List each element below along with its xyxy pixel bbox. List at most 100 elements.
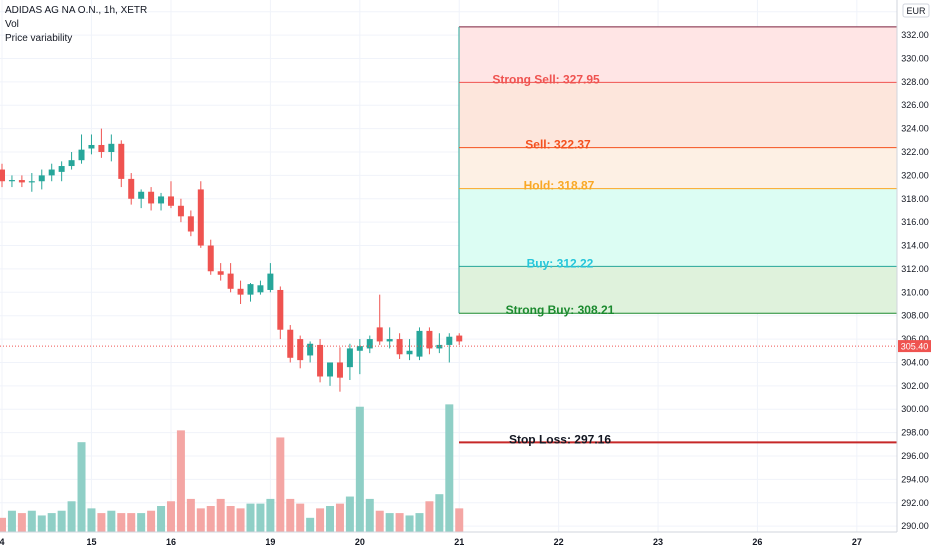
volume-bar (37, 515, 46, 532)
candle-body[interactable] (267, 273, 274, 290)
volume-bar (286, 498, 295, 532)
level-label-strong-sell: Strong Sell: 327.95 (492, 72, 600, 86)
volume-bar (67, 501, 76, 532)
time-axis-bg (0, 532, 897, 550)
candle-body[interactable] (307, 343, 314, 356)
candle-body[interactable] (247, 284, 254, 295)
volume-bar (216, 498, 225, 532)
time-tick-label: 22 (554, 537, 564, 547)
symbol-title: ADIDAS AG NA O.N., 1h, XETR (5, 5, 148, 16)
price-tick-label: 330.00 (901, 53, 929, 63)
price-tick-label: 302.00 (901, 381, 929, 391)
candle-body[interactable] (158, 196, 165, 204)
time-tick-label: 27 (852, 537, 862, 547)
candle-body[interactable] (78, 149, 85, 161)
candle-body[interactable] (297, 339, 304, 361)
candle-body[interactable] (138, 191, 145, 199)
price-tick-label: 332.00 (901, 30, 929, 40)
price-tick-label: 316.00 (901, 217, 929, 227)
candle-body[interactable] (207, 245, 214, 272)
candle-body[interactable] (98, 144, 105, 152)
volume-bar (435, 494, 444, 532)
candle-body[interactable] (356, 346, 363, 351)
candle-body[interactable] (38, 175, 45, 182)
candle-body[interactable] (237, 288, 244, 295)
candle-body[interactable] (416, 330, 423, 357)
candle-body[interactable] (28, 181, 35, 183)
candle-body[interactable] (0, 169, 5, 182)
volume-bar (445, 404, 454, 532)
candle-body[interactable] (128, 178, 135, 199)
volume-bar (47, 513, 56, 532)
candle-body[interactable] (217, 271, 224, 275)
candle-body[interactable] (317, 344, 324, 377)
candle-body[interactable] (118, 143, 125, 179)
candle-body[interactable] (446, 336, 453, 345)
volume-bar (27, 510, 36, 532)
candle-body[interactable] (327, 362, 334, 377)
candle-body[interactable] (277, 289, 284, 330)
price-tick-label: 298.00 (901, 428, 929, 438)
candle-body[interactable] (456, 335, 463, 342)
price-tick-label: 312.00 (901, 264, 929, 274)
candle-body[interactable] (58, 166, 65, 172)
candle-body[interactable] (148, 191, 155, 204)
price-tick-label: 308.00 (901, 311, 929, 321)
volume-bar (316, 508, 325, 532)
currency-label[interactable]: EUR (906, 6, 926, 16)
volume-bar (335, 503, 344, 532)
candle-body[interactable] (68, 160, 75, 167)
candle-body[interactable] (386, 339, 393, 342)
volume-bar (455, 508, 464, 532)
candle-body[interactable] (376, 327, 383, 342)
candle-body[interactable] (177, 205, 184, 217)
volume-bar (57, 510, 66, 532)
current-price-tag (898, 340, 931, 353)
price-tick-label: 320.00 (901, 170, 929, 180)
volume-bar (186, 498, 195, 532)
volume-bar (226, 506, 235, 532)
candle-body[interactable] (346, 348, 353, 368)
price-tick-label: 304.00 (901, 357, 929, 367)
price-tick-label: 306.00 (901, 334, 929, 344)
volume-bar (355, 406, 364, 532)
candle-body[interactable] (187, 216, 194, 232)
candle-body[interactable] (336, 362, 343, 378)
candle-body[interactable] (287, 329, 294, 358)
volume-bar (137, 513, 146, 532)
candle-body[interactable] (167, 196, 174, 206)
level-label-buy: Buy: 312.22 (527, 256, 594, 270)
candle-body[interactable] (18, 180, 25, 183)
indicator-label: Price variability (5, 33, 73, 44)
price-tick-label: 292.00 (901, 498, 929, 508)
signal-zone (459, 82, 897, 148)
volume-bar (77, 442, 86, 532)
candle-body[interactable] (8, 180, 15, 182)
candle-body[interactable] (88, 144, 95, 149)
candle-body[interactable] (436, 344, 443, 349)
candle-body[interactable] (108, 143, 115, 152)
time-tick-label: 15 (86, 537, 96, 547)
volume-bar (176, 430, 185, 532)
candle-body[interactable] (257, 285, 264, 293)
time-tick-label: 23 (653, 537, 663, 547)
time-tick-label: 4 (0, 537, 5, 547)
volume-bar (395, 513, 404, 532)
candle-body[interactable] (227, 273, 234, 289)
volume-bar (206, 506, 215, 532)
volume-bar (127, 513, 136, 532)
candle-body[interactable] (366, 339, 373, 349)
level-label-stop-loss: Stop Loss: 297.16 (509, 432, 611, 446)
candle-body[interactable] (396, 339, 403, 355)
candle-body[interactable] (197, 189, 204, 246)
volume-bar (166, 501, 175, 532)
volume-bar (306, 517, 315, 532)
volume-bar (365, 498, 374, 532)
candle-body[interactable] (48, 169, 55, 176)
candle-body[interactable] (406, 350, 413, 355)
currency-badge[interactable] (902, 3, 930, 18)
candle-body[interactable] (426, 330, 433, 349)
volume-bar (107, 510, 116, 532)
